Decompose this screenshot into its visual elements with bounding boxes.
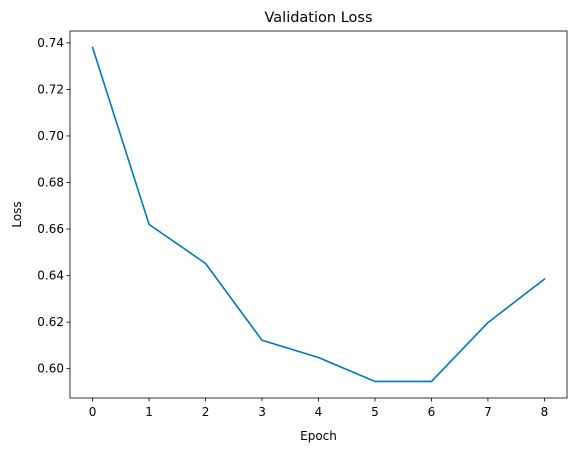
x-tick-label: 2 — [202, 405, 210, 419]
x-tick-label: 0 — [89, 405, 97, 419]
y-axis-ticks: 0.60 0.62 0.64 0.66 0.68 0.70 0.72 0.74 — [37, 36, 70, 376]
y-tick-label: 0.70 — [37, 129, 64, 143]
x-tick-label: 8 — [541, 405, 549, 419]
plot-area — [70, 31, 567, 398]
x-tick-label: 1 — [145, 405, 153, 419]
plot-frame — [69, 30, 568, 399]
x-axis-ticks: 0 1 2 3 4 5 6 7 8 — [89, 398, 548, 419]
x-tick-label: 4 — [315, 405, 323, 419]
x-tick-label: 7 — [484, 405, 492, 419]
y-axis-label: Loss — [10, 201, 24, 227]
x-tick-label: 3 — [258, 405, 266, 419]
series-layer — [91, 46, 546, 383]
y-tick-label: 0.72 — [37, 82, 64, 96]
y-tick-label: 0.64 — [37, 269, 64, 283]
chart-title: Validation Loss — [264, 10, 372, 26]
x-tick-label: 5 — [371, 405, 379, 419]
x-tick-label: 6 — [428, 405, 436, 419]
series-line-loss — [91, 46, 546, 383]
y-tick-label: 0.74 — [37, 36, 64, 50]
y-tick-label: 0.60 — [37, 362, 64, 376]
y-tick-label: 0.66 — [37, 222, 64, 236]
y-tick-label: 0.68 — [37, 176, 64, 190]
x-axis-label: Epoch — [300, 429, 337, 443]
y-tick-label: 0.62 — [37, 315, 64, 329]
